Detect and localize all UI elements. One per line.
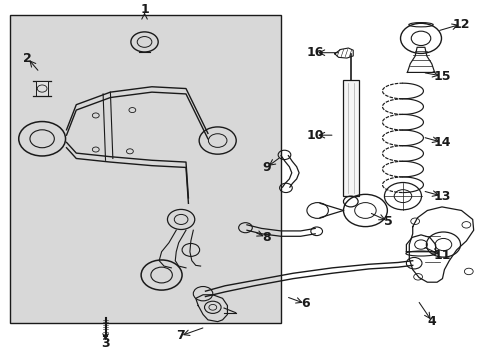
Text: 2: 2 [23,51,32,64]
Text: 10: 10 [306,129,323,142]
Text: 3: 3 [101,337,110,350]
Text: 11: 11 [432,249,450,262]
Text: 4: 4 [427,315,436,328]
Text: 7: 7 [175,329,184,342]
Text: 12: 12 [452,18,469,31]
Text: 14: 14 [432,136,450,149]
Bar [36,81,48,96]
Text: 15: 15 [432,69,450,82]
Text: 6: 6 [301,297,309,310]
Text: 5: 5 [383,215,392,228]
Bar [342,80,358,196]
Text: 13: 13 [432,190,450,203]
Bar [10,15,281,323]
Text: 9: 9 [262,161,270,174]
Text: 8: 8 [262,231,270,244]
Text: 16: 16 [306,46,323,59]
Text: 1: 1 [140,3,149,16]
